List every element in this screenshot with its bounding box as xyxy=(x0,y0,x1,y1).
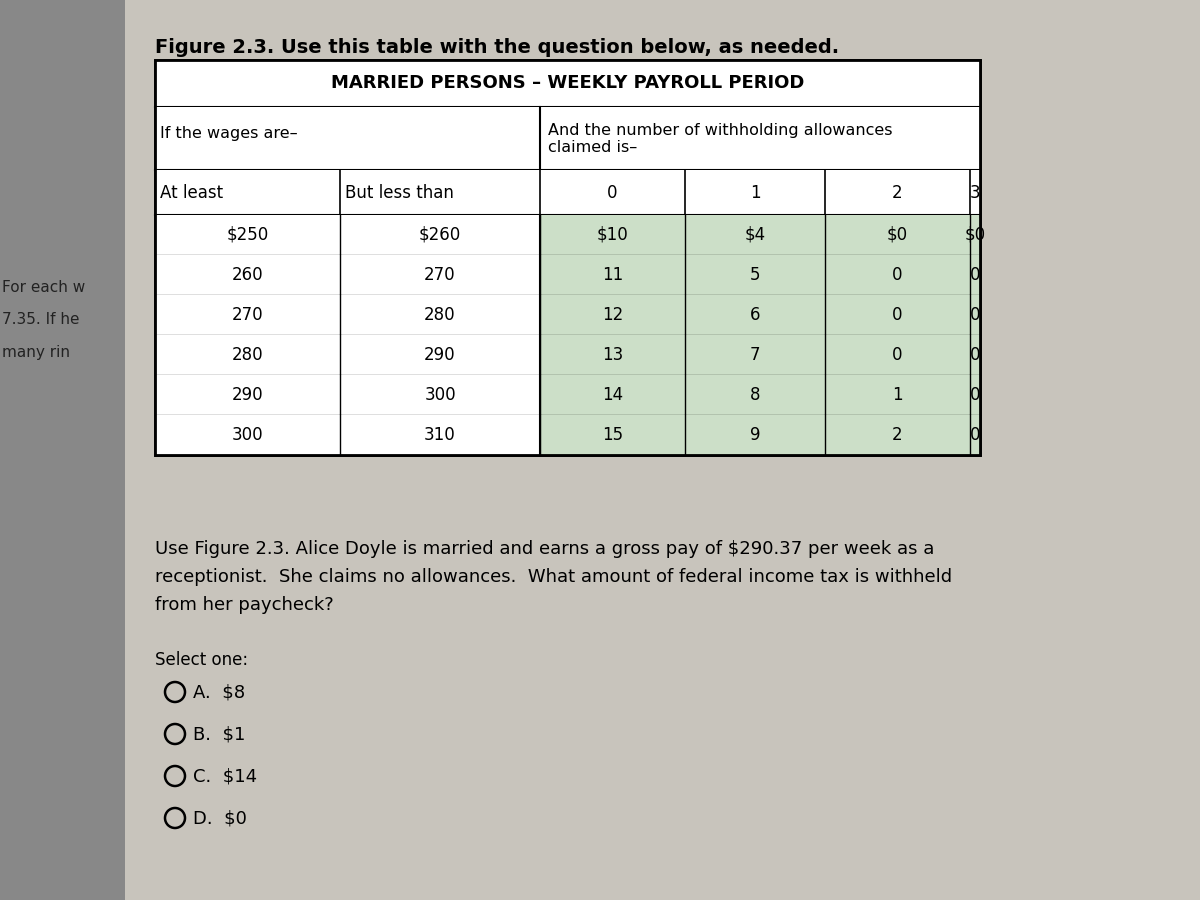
Text: 270: 270 xyxy=(232,306,263,324)
Text: A.  $8: A. $8 xyxy=(193,683,245,701)
Text: If the wages are–: If the wages are– xyxy=(160,126,298,141)
Text: 0: 0 xyxy=(970,266,980,284)
Bar xyxy=(540,255,980,295)
Bar xyxy=(155,295,540,335)
Text: 0: 0 xyxy=(970,346,980,364)
Text: At least: At least xyxy=(160,184,223,202)
Bar xyxy=(540,335,980,375)
Text: Figure 2.3. Use this table with the question below, as needed.: Figure 2.3. Use this table with the ques… xyxy=(155,38,839,57)
Text: And the number of withholding allowances: And the number of withholding allowances xyxy=(548,122,893,138)
Text: 300: 300 xyxy=(424,386,456,404)
Text: But less than: But less than xyxy=(346,184,454,202)
Bar xyxy=(155,375,540,415)
Text: 310: 310 xyxy=(424,426,456,444)
Bar xyxy=(540,415,980,455)
Bar xyxy=(125,0,1200,900)
Text: 7.35. If he: 7.35. If he xyxy=(2,312,79,328)
Text: B.  $1: B. $1 xyxy=(193,725,245,743)
Text: many rin: many rin xyxy=(2,345,70,359)
Text: 280: 280 xyxy=(424,306,456,324)
Bar xyxy=(540,215,980,255)
Text: $0: $0 xyxy=(965,226,985,244)
Text: 14: 14 xyxy=(602,386,623,404)
Text: 11: 11 xyxy=(602,266,623,284)
Text: 0: 0 xyxy=(607,184,618,202)
Text: 13: 13 xyxy=(602,346,623,364)
Text: $4: $4 xyxy=(744,226,766,244)
Text: 260: 260 xyxy=(232,266,263,284)
Text: receptionist.  She claims no allowances.  What amount of federal income tax is w: receptionist. She claims no allowances. … xyxy=(155,568,952,586)
Bar xyxy=(155,60,980,455)
Text: 1: 1 xyxy=(892,386,902,404)
Text: 280: 280 xyxy=(232,346,263,364)
Bar xyxy=(155,415,540,455)
Bar xyxy=(155,255,540,295)
Text: $260: $260 xyxy=(419,226,461,244)
Bar xyxy=(155,60,980,455)
Text: 2: 2 xyxy=(892,184,902,202)
Text: D.  $0: D. $0 xyxy=(193,809,247,827)
Text: 8: 8 xyxy=(750,386,761,404)
Text: 290: 290 xyxy=(232,386,263,404)
Text: 5: 5 xyxy=(750,266,761,284)
Text: $250: $250 xyxy=(227,226,269,244)
Text: 1: 1 xyxy=(750,184,761,202)
Bar xyxy=(155,215,540,255)
Text: 15: 15 xyxy=(602,426,623,444)
Text: 9: 9 xyxy=(750,426,761,444)
Text: 0: 0 xyxy=(970,386,980,404)
Text: 0: 0 xyxy=(893,346,902,364)
Text: C.  $14: C. $14 xyxy=(193,767,257,785)
Text: $0: $0 xyxy=(887,226,908,244)
Text: 0: 0 xyxy=(970,306,980,324)
Bar xyxy=(540,375,980,415)
Text: Use Figure 2.3. Alice Doyle is married and earns a gross pay of $290.37 per week: Use Figure 2.3. Alice Doyle is married a… xyxy=(155,540,935,558)
Text: 290: 290 xyxy=(424,346,456,364)
Text: 6: 6 xyxy=(750,306,761,324)
Text: 270: 270 xyxy=(424,266,456,284)
Text: 12: 12 xyxy=(602,306,623,324)
Bar xyxy=(155,335,540,375)
Text: 2: 2 xyxy=(892,426,902,444)
Text: 0: 0 xyxy=(893,266,902,284)
Bar xyxy=(155,107,980,170)
Bar xyxy=(155,170,980,215)
Text: claimed is–: claimed is– xyxy=(548,140,637,155)
Text: For each w: For each w xyxy=(2,281,85,295)
Text: 300: 300 xyxy=(232,426,263,444)
Text: 3: 3 xyxy=(970,184,980,202)
Text: MARRIED PERSONS – WEEKLY PAYROLL PERIOD: MARRIED PERSONS – WEEKLY PAYROLL PERIOD xyxy=(331,75,804,93)
Text: 0: 0 xyxy=(893,306,902,324)
Bar xyxy=(0,0,125,900)
Text: 0: 0 xyxy=(970,426,980,444)
Text: $10: $10 xyxy=(596,226,629,244)
Text: from her paycheck?: from her paycheck? xyxy=(155,596,334,614)
Bar xyxy=(540,295,980,335)
Bar xyxy=(155,60,980,107)
Text: 7: 7 xyxy=(750,346,761,364)
Text: Select one:: Select one: xyxy=(155,651,248,669)
